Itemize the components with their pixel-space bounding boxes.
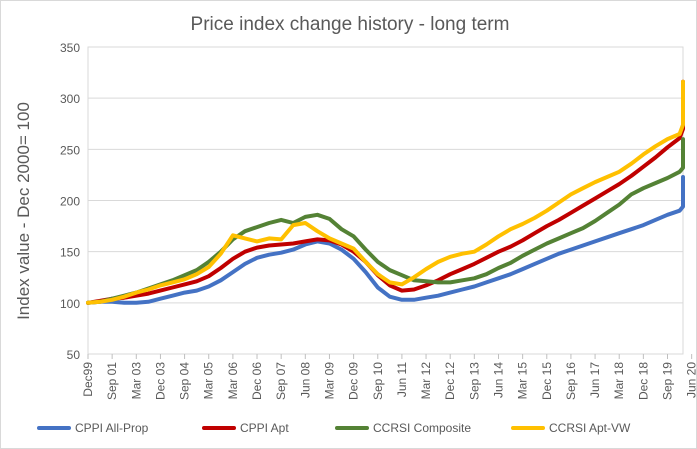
x-tick-label: Jun 11 — [395, 362, 409, 397]
x-tick-label: Sep 10 — [371, 362, 385, 400]
legend-label: CPPI Apt — [240, 421, 289, 435]
x-tick-label: Dec 12 — [443, 362, 457, 400]
x-tick-label: Jun 14 — [491, 362, 505, 398]
y-tick-label: 300 — [60, 92, 80, 106]
legend-label: CCRSI Composite — [373, 421, 471, 435]
series-line-2 — [86, 137, 685, 305]
series-line-3 — [86, 79, 685, 305]
legend: CPPI All-Prop CPPI Apt CCRSI Composite CCRS… — [37, 421, 631, 435]
x-tick-label: Sep 07 — [274, 362, 288, 400]
x-tick-label: Sep 13 — [467, 362, 481, 400]
legend-label: CPPI All-Prop — [75, 421, 149, 435]
y-tick-label: 50 — [67, 348, 81, 362]
y-tick-label: 150 — [60, 246, 80, 260]
gridlines — [87, 46, 684, 355]
x-axis-ticks: Dec99 Sep 01 Mar 03 Dec 03 Sep 04 Mar 05 Mar 0… — [81, 354, 696, 400]
x-tick-label: Mar 12 — [419, 362, 433, 400]
series-line-0 — [86, 175, 685, 305]
x-tick-label: Jun 20 — [685, 362, 696, 398]
x-tick-label: Sep 01 — [105, 362, 119, 400]
x-tick-label: Dec 18 — [636, 362, 650, 400]
x-tick-label: Dec 03 — [153, 362, 167, 400]
series-lines — [86, 79, 685, 305]
x-tick-label: Jun 08 — [298, 362, 312, 398]
x-tick-label: Dec 06 — [250, 362, 264, 400]
x-tick-label: Sep 19 — [661, 362, 675, 400]
x-tick-label: Mar 06 — [226, 362, 240, 400]
chart-title: Price index change history - long term — [191, 14, 510, 35]
legend-label: CCRSI Apt-VW — [549, 421, 631, 435]
x-tick-label: Dec 15 — [540, 362, 554, 400]
x-tick-label: Sep 04 — [178, 362, 192, 400]
y-tick-label: 100 — [60, 297, 80, 311]
x-tick-label: Mar 03 — [129, 362, 143, 400]
x-tick-label: Mar 15 — [516, 362, 530, 400]
y-tick-label: 200 — [60, 195, 80, 209]
x-tick-label: Sep 16 — [564, 362, 578, 400]
x-tick-label: Mar 09 — [322, 362, 336, 400]
y-tick-label: 350 — [60, 41, 80, 55]
x-tick-label: Dec 09 — [347, 362, 361, 400]
x-tick-label: Mar 05 — [202, 362, 216, 400]
y-axis-label: Index value - Dec 2000= 100 — [14, 102, 33, 320]
series-line-1 — [86, 79, 685, 305]
x-tick-label: Mar 18 — [612, 362, 626, 400]
y-axis-ticks: 50 100 150 200 250 300 350 — [60, 41, 80, 362]
x-tick-label: Jun 17 — [588, 362, 602, 398]
x-tick-label: Dec99 — [81, 362, 95, 397]
y-tick-label: 250 — [60, 143, 80, 157]
